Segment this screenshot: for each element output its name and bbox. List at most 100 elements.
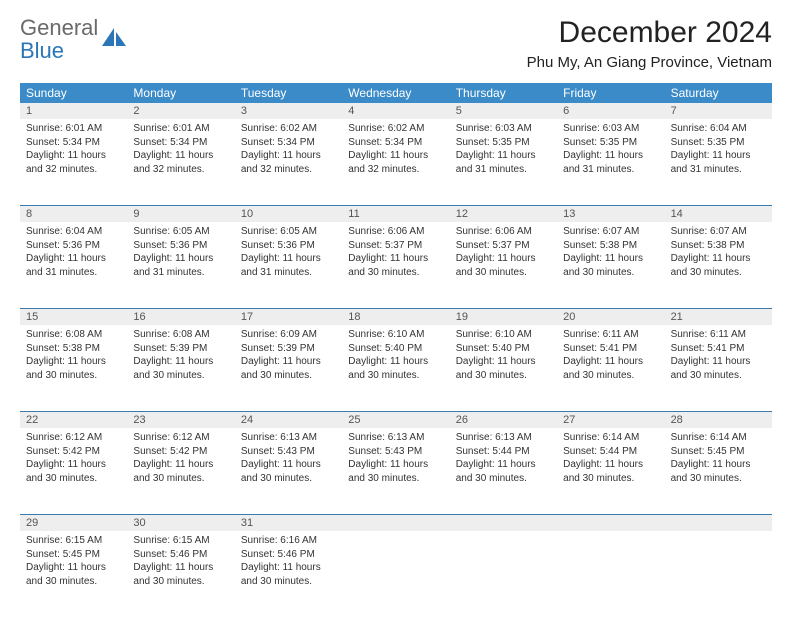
daylight-text: Daylight: 11 hours and 31 minutes.	[133, 252, 228, 279]
day-cell: Sunrise: 6:06 AMSunset: 5:37 PMDaylight:…	[450, 222, 557, 308]
sunset-text: Sunset: 5:38 PM	[26, 342, 121, 356]
daynum-row: 15161718192021	[20, 309, 772, 325]
daylight-text: Daylight: 11 hours and 30 minutes.	[456, 458, 551, 485]
day-number: 23	[127, 412, 234, 428]
dow-saturday: Saturday	[665, 83, 772, 103]
sunset-text: Sunset: 5:35 PM	[671, 136, 766, 150]
sunrise-text: Sunrise: 6:14 AM	[563, 431, 658, 445]
sunrise-text: Sunrise: 6:15 AM	[133, 534, 228, 548]
day-cell: Sunrise: 6:01 AMSunset: 5:34 PMDaylight:…	[20, 119, 127, 205]
calendar: Sunday Monday Tuesday Wednesday Thursday…	[20, 83, 772, 617]
header: General Blue December 2024 Phu My, An Gi…	[20, 16, 772, 71]
dow-sunday: Sunday	[20, 83, 127, 103]
day-cell: Sunrise: 6:09 AMSunset: 5:39 PMDaylight:…	[235, 325, 342, 411]
day-cell: Sunrise: 6:07 AMSunset: 5:38 PMDaylight:…	[665, 222, 772, 308]
daylight-text: Daylight: 11 hours and 31 minutes.	[456, 149, 551, 176]
daylight-text: Daylight: 11 hours and 30 minutes.	[456, 355, 551, 382]
daylight-text: Daylight: 11 hours and 30 minutes.	[671, 355, 766, 382]
sunrise-text: Sunrise: 6:07 AM	[671, 225, 766, 239]
daylight-text: Daylight: 11 hours and 31 minutes.	[563, 149, 658, 176]
sunrise-text: Sunrise: 6:01 AM	[26, 122, 121, 136]
week-row: Sunrise: 6:01 AM Sunset: 5:34 PM Daylight:…	[20, 119, 772, 206]
dow-friday: Friday	[557, 83, 664, 103]
day-cell: Sunrise: 6:05 AMSunset: 5:36 PMDaylight:…	[235, 222, 342, 308]
day-cell: Sunrise: 6:04 AMSunset: 5:35 PMDaylight:…	[665, 119, 772, 205]
sunrise-text: Sunrise: 6:03 AM	[563, 122, 658, 136]
sunset-text: Sunset: 5:37 PM	[456, 239, 551, 253]
sunrise-text: Sunrise: 6:04 AM	[671, 122, 766, 136]
day-cell: Sunrise: 6:02 AMSunset: 5:34 PMDaylight:…	[235, 119, 342, 205]
day-number: 15	[20, 309, 127, 325]
sunset-text: Sunset: 5:35 PM	[456, 136, 551, 150]
sunrise-text: Sunrise: 6:11 AM	[671, 328, 766, 342]
day-number: 11	[342, 206, 449, 222]
day-cell: Sunrise: 6:13 AMSunset: 5:43 PMDaylight:…	[342, 428, 449, 514]
week-row: Sunrise: 6:08 AM Sunset: 5:38 PM Daylight:…	[20, 325, 772, 412]
sunrise-text: Sunrise: 6:12 AM	[26, 431, 121, 445]
daylight-text: Daylight: 11 hours and 30 minutes.	[563, 458, 658, 485]
day-number: 7	[665, 103, 772, 119]
day-number: 13	[557, 206, 664, 222]
daylight-text: Daylight: 11 hours and 30 minutes.	[671, 252, 766, 279]
daylight-text: Daylight: 11 hours and 30 minutes.	[133, 458, 228, 485]
day-number: 3	[235, 103, 342, 119]
day-number: 14	[665, 206, 772, 222]
day-number	[450, 515, 557, 531]
sunset-text: Sunset: 5:46 PM	[241, 548, 336, 562]
day-number: 30	[127, 515, 234, 531]
day-number: 18	[342, 309, 449, 325]
day-cell: Sunrise: 6:03 AMSunset: 5:35 PMDaylight:…	[557, 119, 664, 205]
sunrise-text: Sunrise: 6:09 AM	[241, 328, 336, 342]
sunset-text: Sunset: 5:42 PM	[133, 445, 228, 459]
day-cell: Sunrise: 6:03 AMSunset: 5:35 PMDaylight:…	[450, 119, 557, 205]
daynum-row: 22232425262728	[20, 412, 772, 428]
sunrise-text: Sunrise: 6:16 AM	[241, 534, 336, 548]
sunset-text: Sunset: 5:34 PM	[241, 136, 336, 150]
title-block: December 2024 Phu My, An Giang Province,…	[527, 16, 772, 71]
daynum-row: 1234567	[20, 103, 772, 119]
location-subtitle: Phu My, An Giang Province, Vietnam	[527, 54, 772, 71]
sunset-text: Sunset: 5:45 PM	[671, 445, 766, 459]
day-cell: Sunrise: 6:12 AMSunset: 5:42 PMDaylight:…	[127, 428, 234, 514]
day-cell: Sunrise: 6:14 AMSunset: 5:45 PMDaylight:…	[665, 428, 772, 514]
week-row: Sunrise: 6:15 AMSunset: 5:45 PMDaylight:…	[20, 531, 772, 617]
daylight-text: Daylight: 11 hours and 30 minutes.	[563, 355, 658, 382]
day-number: 6	[557, 103, 664, 119]
brand-part1: General	[20, 15, 98, 40]
sunset-text: Sunset: 5:40 PM	[348, 342, 443, 356]
sunset-text: Sunset: 5:45 PM	[26, 548, 121, 562]
sunset-text: Sunset: 5:42 PM	[26, 445, 121, 459]
dow-tuesday: Tuesday	[235, 83, 342, 103]
sunset-text: Sunset: 5:36 PM	[133, 239, 228, 253]
daylight-text: Daylight: 11 hours and 31 minutes.	[26, 252, 121, 279]
day-cell: Sunrise: 6:10 AMSunset: 5:40 PMDaylight:…	[450, 325, 557, 411]
daynum-row: 293031	[20, 515, 772, 531]
day-number: 31	[235, 515, 342, 531]
sunrise-text: Sunrise: 6:03 AM	[456, 122, 551, 136]
daylight-text: Daylight: 11 hours and 32 minutes.	[26, 149, 121, 176]
sunrise-text: Sunrise: 6:13 AM	[456, 431, 551, 445]
day-cell: Sunrise: 6:08 AMSunset: 5:39 PMDaylight:…	[127, 325, 234, 411]
sunset-text: Sunset: 5:41 PM	[563, 342, 658, 356]
day-number: 22	[20, 412, 127, 428]
dow-thursday: Thursday	[450, 83, 557, 103]
sunset-text: Sunset: 5:44 PM	[456, 445, 551, 459]
sunrise-text: Sunrise: 6:08 AM	[133, 328, 228, 342]
day-cell: Sunrise: 6:16 AMSunset: 5:46 PMDaylight:…	[235, 531, 342, 617]
day-cell: Sunrise: 6:12 AMSunset: 5:42 PMDaylight:…	[20, 428, 127, 514]
daylight-text: Daylight: 11 hours and 30 minutes.	[563, 252, 658, 279]
day-cell	[557, 531, 664, 617]
day-cell: Sunrise: 6:11 AMSunset: 5:41 PMDaylight:…	[557, 325, 664, 411]
sunrise-text: Sunrise: 6:02 AM	[241, 122, 336, 136]
sunset-text: Sunset: 5:37 PM	[348, 239, 443, 253]
day-number: 10	[235, 206, 342, 222]
daylight-text: Daylight: 11 hours and 30 minutes.	[348, 458, 443, 485]
day-number: 28	[665, 412, 772, 428]
sunset-text: Sunset: 5:41 PM	[671, 342, 766, 356]
day-number	[557, 515, 664, 531]
day-number: 8	[20, 206, 127, 222]
sunset-text: Sunset: 5:36 PM	[241, 239, 336, 253]
day-cell: Sunrise: 6:02 AMSunset: 5:34 PMDaylight:…	[342, 119, 449, 205]
day-number	[665, 515, 772, 531]
daylight-text: Daylight: 11 hours and 32 minutes.	[348, 149, 443, 176]
